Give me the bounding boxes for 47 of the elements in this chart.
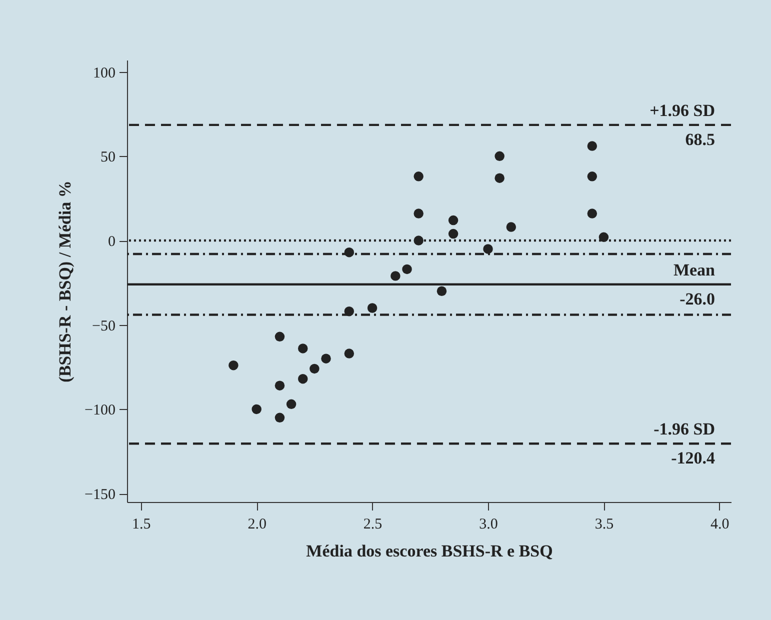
point	[298, 344, 308, 354]
point	[587, 141, 598, 151]
point	[274, 380, 285, 390]
point	[483, 244, 493, 254]
point	[436, 286, 447, 296]
point	[390, 271, 400, 281]
point	[448, 228, 458, 239]
y-tick-label: 100	[93, 65, 116, 82]
x-tick-label: 3.0	[479, 516, 498, 532]
x-axis-title: Média dos escores BSHS-R e BSQ	[306, 542, 553, 560]
point	[344, 348, 354, 358]
point	[506, 222, 516, 232]
y-tick-label: −100	[84, 402, 116, 419]
point	[274, 412, 285, 423]
y-tick-label: −150	[84, 487, 116, 504]
point	[321, 354, 331, 364]
x-tick-label: 2.0	[248, 516, 266, 532]
ref-line-label: -1.96 SD	[654, 420, 715, 439]
point	[494, 173, 504, 183]
point	[414, 208, 424, 218]
point	[587, 172, 598, 182]
point	[367, 303, 378, 313]
annotation: 68.5	[685, 130, 715, 149]
point	[274, 332, 285, 342]
point	[252, 404, 262, 414]
y-tick-label: 0	[108, 234, 116, 250]
point	[448, 215, 458, 226]
ref-line-label: Mean	[673, 260, 716, 280]
annotation: -120.4	[671, 448, 716, 468]
point	[494, 151, 504, 162]
ref-line-label: +1.96 SD	[650, 100, 715, 120]
y-tick-label: 50	[100, 150, 116, 166]
point	[310, 364, 320, 374]
y-axis-title: (BSHS-R - BSQ) / Média %	[56, 180, 75, 382]
x-tick-label: 1.5	[132, 516, 151, 532]
point	[298, 374, 308, 384]
point	[414, 172, 424, 182]
point	[228, 360, 238, 370]
annotation: -26.0	[680, 289, 715, 308]
x-tick-label: 2.5	[363, 516, 382, 532]
point	[587, 208, 598, 218]
point	[286, 399, 296, 410]
point	[402, 264, 412, 274]
x-tick-label: 4.0	[710, 516, 730, 532]
x-tick-label: 3.5	[594, 516, 614, 532]
point	[598, 232, 609, 242]
y-tick-label: −50	[92, 318, 116, 334]
